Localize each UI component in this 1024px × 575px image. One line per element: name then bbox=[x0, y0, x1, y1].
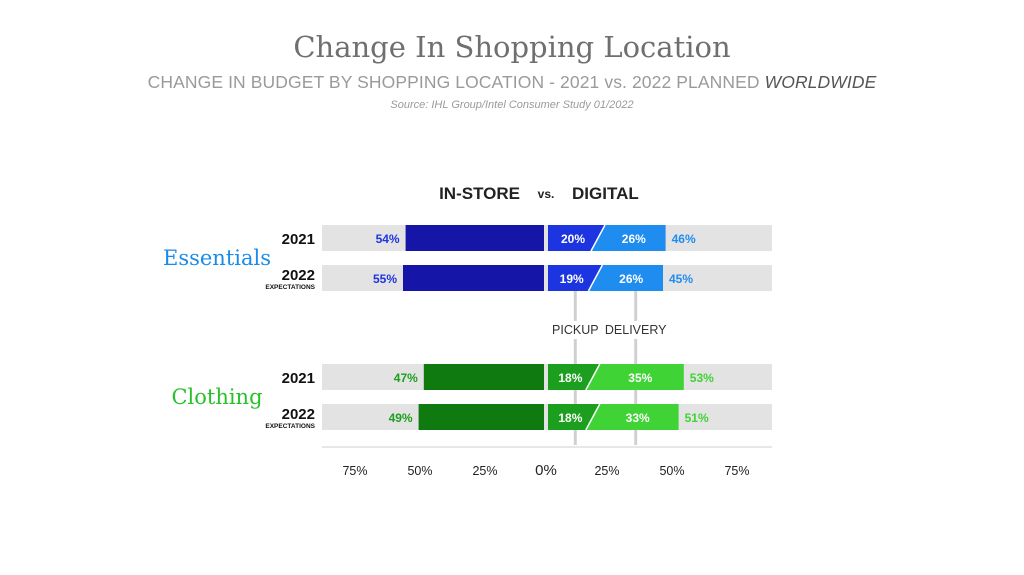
header-in-store: IN-STORE bbox=[439, 184, 520, 203]
x-tick-label: 50% bbox=[407, 464, 432, 478]
label-in-store: 54% bbox=[376, 232, 400, 246]
bar-track bbox=[322, 225, 772, 251]
bar-track bbox=[322, 364, 772, 390]
bar-track bbox=[322, 265, 772, 291]
chart-source: Source: IHL Group/Intel Consumer Study 0… bbox=[390, 99, 634, 111]
delivery-label: DELIVERY bbox=[605, 323, 667, 337]
x-tick-label: 25% bbox=[594, 464, 619, 478]
label-delivery: 26% bbox=[622, 232, 646, 246]
pickup-delivery-divider bbox=[585, 403, 601, 431]
label-pickup: 20% bbox=[561, 232, 585, 246]
label-delivery: 26% bbox=[619, 272, 643, 286]
pickup-delivery-divider bbox=[590, 224, 606, 252]
label-pickup: 19% bbox=[560, 272, 584, 286]
x-tick-label: 75% bbox=[342, 464, 367, 478]
bar-in-store bbox=[405, 225, 544, 251]
label-digital-total: 53% bbox=[690, 371, 714, 385]
chart-subtitle: CHANGE IN BUDGET BY SHOPPING LOCATION - … bbox=[0, 72, 1024, 93]
row-year-label: 2021 bbox=[282, 231, 315, 248]
bar-delivery bbox=[591, 225, 666, 251]
x-tick-label: 75% bbox=[724, 464, 749, 478]
row-sublabel: EXPECTATIONS bbox=[265, 423, 315, 430]
bar-in-store bbox=[423, 364, 544, 390]
header-digital: DIGITAL bbox=[572, 184, 639, 203]
pickup-delivery-divider bbox=[585, 363, 601, 391]
row-sublabel: EXPECTATIONS bbox=[265, 284, 315, 291]
row-year-label: 2022 bbox=[282, 406, 315, 423]
label-in-store: 49% bbox=[389, 411, 413, 425]
label-in-store: 55% bbox=[373, 272, 397, 286]
bar-delivery bbox=[585, 364, 684, 390]
group-label-clothing: Clothing bbox=[171, 385, 262, 409]
bar-pickup bbox=[548, 225, 605, 251]
bar-delivery bbox=[588, 265, 663, 291]
row-year-label: 2021 bbox=[282, 370, 315, 387]
bar-track bbox=[322, 404, 772, 430]
mid-label-bg bbox=[598, 321, 673, 339]
bar-in-store bbox=[403, 265, 544, 291]
bar-pickup bbox=[548, 364, 600, 390]
label-pickup: 18% bbox=[558, 371, 582, 385]
chart-title: Change In Shopping Location bbox=[293, 30, 731, 64]
pickup-label: PICKUP bbox=[552, 323, 599, 337]
mid-label-bg bbox=[544, 321, 607, 339]
header-vs: vs. bbox=[538, 187, 555, 201]
label-in-store: 47% bbox=[394, 371, 418, 385]
row-year-label: 2022 bbox=[282, 267, 315, 284]
pickup-delivery-divider bbox=[587, 264, 604, 292]
bar-pickup bbox=[548, 265, 603, 291]
x-tick-label: 25% bbox=[472, 464, 497, 478]
subtitle-emphasis: WORLDWIDE bbox=[764, 72, 877, 92]
subtitle-text: CHANGE IN BUDGET BY SHOPPING LOCATION - … bbox=[147, 72, 760, 92]
label-digital-total: 46% bbox=[672, 232, 696, 246]
bar-pickup bbox=[548, 404, 600, 430]
label-digital-total: 51% bbox=[685, 411, 709, 425]
label-pickup: 18% bbox=[558, 411, 582, 425]
label-digital-total: 45% bbox=[669, 272, 693, 286]
group-label-essentials: Essentials bbox=[163, 246, 271, 270]
x-tick-label: 0% bbox=[535, 462, 557, 479]
label-delivery: 33% bbox=[626, 411, 650, 425]
x-tick-label: 50% bbox=[659, 464, 684, 478]
bar-in-store bbox=[418, 404, 544, 430]
bar-delivery bbox=[585, 404, 679, 430]
label-delivery: 35% bbox=[628, 371, 652, 385]
